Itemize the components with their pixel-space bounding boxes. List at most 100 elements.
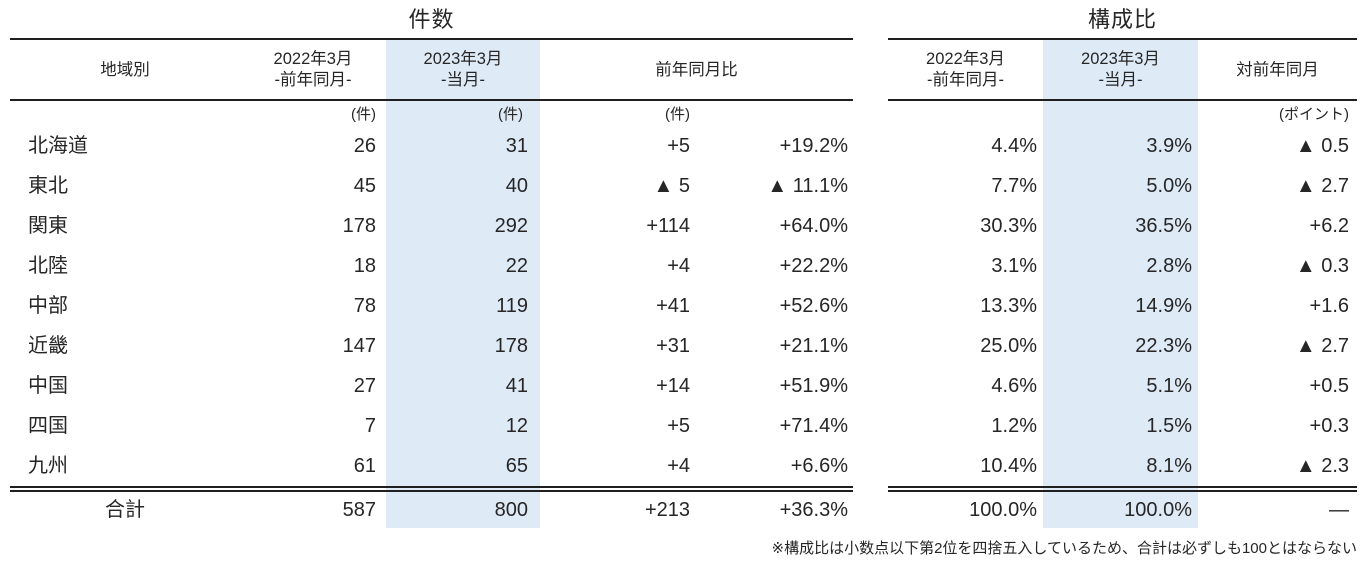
section-title-composition: 構成比 <box>1087 7 1157 32</box>
share-2023-line1: 2023年3月 <box>1081 50 1160 68</box>
count-2023-line1: 2023年3月 <box>423 50 503 68</box>
share-2023-value: 8.1% <box>1146 455 1192 477</box>
total-count-2023: 800 <box>494 499 528 521</box>
count-2022-value: 78 <box>353 295 376 317</box>
count-2023-line2: -当月- <box>441 71 485 89</box>
count-2023-value: 12 <box>505 415 528 437</box>
total-share-2022: 100.0% <box>969 499 1037 521</box>
total-share-2023: 100.0% <box>1124 499 1192 521</box>
count-2022-value: 45 <box>353 175 376 197</box>
count-2022-line2: -前年同月- <box>274 71 352 89</box>
top-rule-right <box>888 38 1357 40</box>
total-double-rule-left-2 <box>10 490 853 492</box>
region-name: 東北 <box>28 175 68 197</box>
total-share-pts-diff: — <box>1329 499 1349 521</box>
count-2023-value: 31 <box>505 135 528 157</box>
column-header-vs-prev-year: 対前年同月 <box>1198 40 1357 100</box>
yoy-diff-pct-value: +22.2% <box>779 255 848 277</box>
table-row: 北陸 18 22 +4 +22.2% 3.1% 2.8% ▲ 0.3 <box>0 246 1367 286</box>
yoy-diff-pct-value: +64.0% <box>779 215 848 237</box>
share-2023-value: 14.9% <box>1135 295 1192 317</box>
yoy-diff-value: +114 <box>646 215 690 237</box>
share-2022-value: 7.7% <box>991 175 1037 197</box>
unit-count-2022: (件) <box>351 106 376 123</box>
table-row: 中国 27 41 +14 +51.9% 4.6% 5.1% +0.5 <box>0 366 1367 406</box>
count-2023-value: 292 <box>494 215 528 237</box>
highlight-column-count-2023 <box>386 38 540 528</box>
share-pts-diff-value: ▲ 2.7 <box>1295 175 1349 197</box>
share-pts-diff-value: ▲ 2.7 <box>1295 335 1349 357</box>
yoy-diff-pct-value: ▲ 11.1% <box>767 175 848 197</box>
share-2023-value: 36.5% <box>1135 215 1192 237</box>
share-2022-value: 1.2% <box>991 415 1037 437</box>
region-name: 四国 <box>28 415 68 437</box>
count-2022-value: 26 <box>353 135 376 157</box>
share-pts-diff-value: +1.6 <box>1309 295 1349 317</box>
table-row: 関東 178 292 +114 +64.0% 30.3% 36.5% +6.2 <box>0 206 1367 246</box>
table-row: 北海道 26 31 +5 +19.2% 4.4% 3.9% ▲ 0.5 <box>0 126 1367 166</box>
total-double-rule-right-1 <box>888 486 1357 488</box>
region-name: 北海道 <box>28 135 88 157</box>
yoy-diff-pct-value: +52.6% <box>779 295 848 317</box>
column-header-yoy: 前年同月比 <box>540 40 853 100</box>
count-2023-value: 65 <box>505 455 528 477</box>
count-2023-value: 119 <box>496 295 528 317</box>
count-2023-value: 40 <box>505 175 528 197</box>
share-pts-diff-value: +0.5 <box>1309 375 1349 397</box>
yoy-label: 前年同月比 <box>655 60 738 79</box>
share-pts-diff-value: ▲ 0.3 <box>1295 255 1349 277</box>
vs-prev-year-label: 対前年同月 <box>1236 60 1319 79</box>
yoy-diff-value: +5 <box>667 415 690 437</box>
yoy-diff-value: +14 <box>656 375 690 397</box>
count-2023-value: 41 <box>505 375 528 397</box>
yoy-diff-pct-value: +6.6% <box>790 455 848 477</box>
unit-points: (ポイント) <box>1279 106 1349 123</box>
column-header-region: 地域別 <box>10 40 240 100</box>
yoy-diff-pct-value: +51.9% <box>779 375 848 397</box>
table-row: 四国 7 12 +5 +71.4% 1.2% 1.5% +0.3 <box>0 406 1367 446</box>
share-2022-value: 3.1% <box>991 255 1037 277</box>
share-2022-value: 25.0% <box>980 335 1037 357</box>
share-2023-value: 3.9% <box>1146 135 1192 157</box>
total-double-rule-left-1 <box>10 486 853 488</box>
count-2022-line1: 2022年3月 <box>273 50 353 68</box>
total-double-rule-right-2 <box>888 490 1357 492</box>
top-rule-left <box>10 38 853 40</box>
share-2022-value: 13.3% <box>980 295 1037 317</box>
share-pts-diff-value: +0.3 <box>1309 415 1349 437</box>
share-2022-line2: -前年同月- <box>927 71 1004 89</box>
header-rule-left <box>10 99 853 101</box>
footnote: ※構成比は小数点以下第2位を四捨五入しているため、合計は必ずしも100とはならな… <box>771 540 1358 557</box>
count-2022-value: 61 <box>353 455 376 477</box>
share-2023-line2: -当月- <box>1098 71 1143 89</box>
share-pts-diff-value: +6.2 <box>1309 215 1349 237</box>
column-header-share-2023: 2023年3月 -当月- <box>1043 40 1198 100</box>
total-yoy-diff: +213 <box>644 499 690 521</box>
share-pts-diff-value: ▲ 2.3 <box>1295 455 1349 477</box>
total-yoy-diff-pct: +36.3% <box>779 499 848 521</box>
column-header-share-2022: 2022年3月 -前年同月- <box>888 40 1043 100</box>
share-2022-value: 30.3% <box>980 215 1037 237</box>
share-2023-value: 22.3% <box>1135 335 1192 357</box>
share-2023-value: 1.5% <box>1146 415 1192 437</box>
yoy-diff-value: +31 <box>656 335 690 357</box>
region-name: 関東 <box>28 215 68 237</box>
share-2023-value: 2.8% <box>1146 255 1192 277</box>
yoy-diff-value: ▲ 5 <box>653 175 690 197</box>
share-2023-value: 5.0% <box>1146 175 1192 197</box>
share-2022-value: 10.4% <box>980 455 1037 477</box>
total-label: 合計 <box>105 499 145 521</box>
count-2022-value: 7 <box>364 415 376 437</box>
region-name: 北陸 <box>28 255 68 277</box>
unit-yoy: (件) <box>665 106 690 123</box>
yoy-diff-value: +41 <box>656 295 690 317</box>
region-name: 中部 <box>28 295 68 317</box>
column-header-count-2022: 2022年3月 -前年同月- <box>240 40 386 100</box>
highlight-column-share-2023 <box>1043 38 1198 528</box>
yoy-diff-pct-value: +21.1% <box>779 335 848 357</box>
yoy-diff-value: +4 <box>667 455 690 477</box>
share-2022-value: 4.6% <box>991 375 1037 397</box>
share-2023-value: 5.1% <box>1146 375 1192 397</box>
share-2022-line1: 2022年3月 <box>926 50 1005 68</box>
